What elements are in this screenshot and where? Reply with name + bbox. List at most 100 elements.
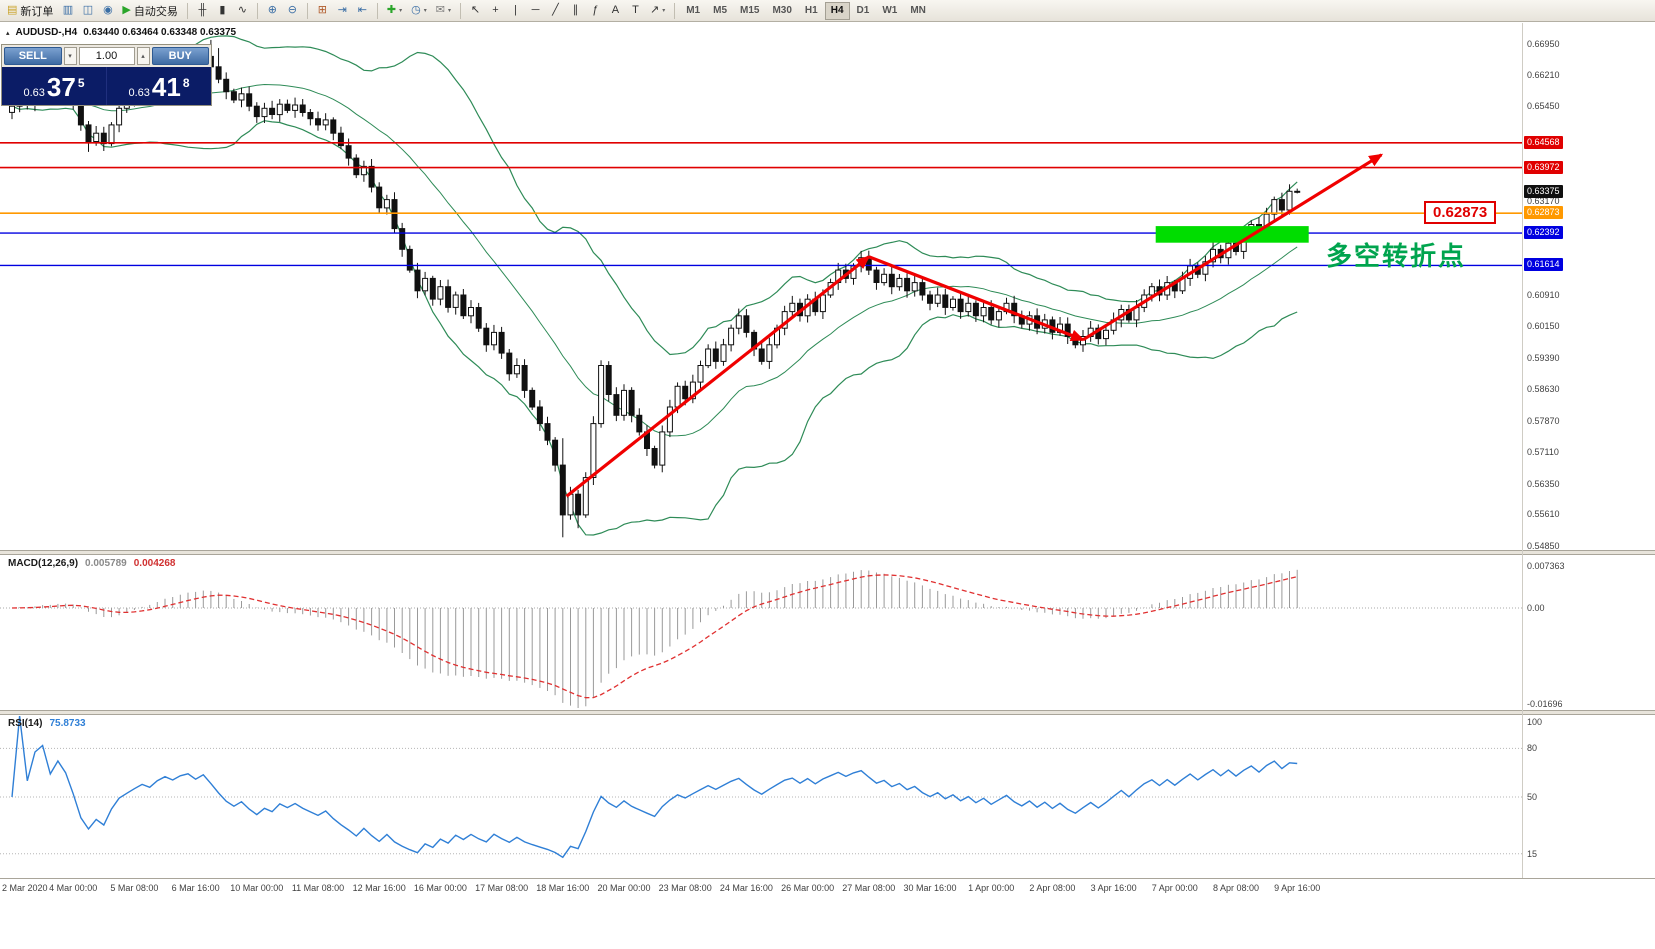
autotrading-icon: ▶ — [122, 4, 131, 16]
zoom-out-icon: ⊖ — [287, 4, 297, 16]
candles-layer — [9, 39, 1301, 538]
macd-title: MACD(12,26,9) 0.005789 0.004268 — [8, 558, 175, 569]
chart-symbol-icon: ▴ — [6, 29, 10, 37]
market-watch-icon: ▥ — [62, 4, 74, 16]
vertical-line-button[interactable]: | — [506, 1, 525, 20]
bollinger-upper-band — [11, 35, 1298, 356]
buy-button[interactable]: BUY — [151, 47, 209, 65]
auto-scroll-icon: ⇥ — [337, 4, 347, 16]
chart-title-ohlc: 0.63440 0.63464 0.63348 0.63375 — [83, 27, 237, 38]
chart-shift-icon: ⇤ — [357, 4, 367, 16]
text-icon: A — [611, 4, 620, 16]
fibonacci-button[interactable]: ƒ — [586, 1, 605, 20]
line-chart-button[interactable]: ∿ — [233, 1, 252, 20]
new-order-icon: ▤ — [7, 4, 18, 16]
macd-signal-line — [11, 574, 1298, 699]
toolbar-separator — [186, 2, 188, 19]
cursor-icon: ↖ — [470, 4, 481, 16]
cursor-button[interactable]: ↖ — [466, 1, 485, 20]
dropdown-arrow-icon: ▾ — [662, 8, 666, 14]
dropdown-arrow-icon: ▾ — [399, 8, 403, 14]
horizontal-line-button[interactable]: ─ — [526, 1, 545, 20]
label-icon: T — [632, 4, 639, 16]
chart-shift-button[interactable]: ⇤ — [353, 1, 372, 20]
periods-button[interactable]: ◷ ▾ — [407, 1, 431, 20]
one-click-trading-panel: SELL ▾ ▴ BUY 0.63 37 5 0.63 41 8 — [1, 44, 212, 106]
volume-increase-button[interactable]: ▴ — [136, 47, 150, 65]
auto-scroll-button[interactable]: ⇥ — [333, 1, 352, 20]
crosshair-icon: + — [492, 4, 499, 16]
price-flag[interactable]: 0.62873 — [1424, 201, 1497, 225]
navigator-button[interactable]: ◉ — [98, 1, 117, 20]
rsi-line — [11, 716, 1298, 859]
new-order-button[interactable]: ▤ 新订单 — [3, 1, 57, 20]
trend-arrow-3[interactable] — [1082, 153, 1384, 342]
trade-prices-row: 0.63 37 5 0.63 41 8 — [2, 67, 211, 105]
add-indicator-button[interactable]: ✚ ▾ — [383, 1, 406, 20]
trendline-button[interactable]: ╱ — [546, 1, 565, 20]
trendline-icon: ╱ — [552, 4, 559, 16]
bar-chart-icon: ╫ — [198, 4, 207, 16]
buy-price-big: 41 — [151, 72, 181, 102]
toolbar: ▤ 新订单 ▥ ◫ ◉ ▶ 自动交易 ╫ ▮ ∿ ⊕ ⊖ ⊞ ⇥ ⇤ ✚ ▾ ◷ ▾ ✉ ▾ ↖ + | ─ ╱ ∥ ƒ A T ↗ ▾ M1 M… — [0, 0, 1655, 22]
turning-point-annotation[interactable]: 多空转折点 — [1326, 241, 1467, 271]
buy-price[interactable]: 0.63 41 8 — [107, 67, 211, 105]
main-chart-layer — [0, 35, 1522, 538]
panel-splitter[interactable] — [0, 710, 1655, 715]
price-scale[interactable] — [1522, 22, 1655, 878]
volume-decrease-button[interactable]: ▾ — [63, 47, 77, 65]
market-watch-button[interactable]: ▥ — [58, 1, 77, 20]
channel-button[interactable]: ∥ — [566, 1, 585, 20]
macd-title-label: MACD(12,26,9) — [8, 558, 79, 569]
tile-windows-button[interactable]: ⊞ — [313, 1, 332, 20]
rsi-title: RSI(14) 75.8733 — [8, 718, 86, 729]
trend-arrow-1[interactable] — [565, 255, 871, 498]
trade-controls-row: SELL ▾ ▴ BUY — [2, 45, 211, 67]
text-button[interactable]: A — [606, 1, 625, 20]
autotrading-button-label: 自动交易 — [133, 5, 178, 18]
timeframe-mn-button[interactable]: MN — [910, 5, 926, 16]
time-axis[interactable] — [0, 879, 1522, 949]
zoom-out-button[interactable]: ⊖ — [283, 1, 302, 20]
toolbar-separator — [674, 2, 676, 19]
arrows-button[interactable]: ↗ ▾ — [646, 1, 669, 20]
crosshair-button[interactable]: + — [486, 1, 505, 20]
zoom-in-button[interactable]: ⊕ — [263, 1, 282, 20]
timeframe-w1-button[interactable]: W1 — [882, 5, 898, 16]
timeframe-m5-button[interactable]: M5 — [713, 5, 728, 16]
rsi-layer — [0, 716, 1522, 859]
data-window-icon: ◫ — [82, 4, 94, 16]
sell-button[interactable]: SELL — [4, 47, 62, 65]
autotrading-button[interactable]: ▶ 自动交易 — [118, 1, 181, 20]
bollinger-middle-band — [11, 83, 1298, 437]
timeframe-h4-button[interactable]: H4 — [824, 1, 850, 20]
sell-price[interactable]: 0.63 37 5 — [2, 67, 106, 105]
label-button[interactable]: T — [626, 1, 645, 20]
bar-chart-button[interactable]: ╫ — [193, 1, 212, 20]
dropdown-arrow-icon: ▾ — [447, 8, 451, 14]
breakout-zone-rectangle[interactable] — [1155, 226, 1309, 243]
timeframe-m15-button[interactable]: M15 — [740, 5, 760, 16]
price-divider — [106, 67, 107, 105]
macd-main-value: 0.005789 — [85, 558, 127, 569]
data-window-button[interactable]: ◫ — [78, 1, 97, 20]
timeframe-d1-button[interactable]: D1 — [856, 5, 870, 16]
timeframe-m30-button[interactable]: M30 — [772, 5, 792, 16]
horizontal-line-icon: ─ — [531, 4, 540, 16]
templates-button[interactable]: ✉ ▾ — [432, 1, 455, 20]
timeframe-m1-button[interactable]: M1 — [686, 5, 701, 16]
candlestick-chart-button[interactable]: ▮ — [213, 1, 232, 20]
zoom-in-icon: ⊕ — [267, 4, 277, 16]
navigator-icon: ◉ — [103, 4, 113, 16]
volume-input[interactable] — [78, 47, 135, 65]
bollinger-lower-band — [11, 105, 1298, 536]
timeframe-h1-button[interactable]: H1 — [804, 5, 818, 16]
macd-layer — [0, 569, 1522, 708]
arrows-icon: ↗ — [649, 4, 660, 16]
toolbar-separator — [376, 2, 378, 19]
trend-arrow-2[interactable] — [868, 255, 1085, 342]
toolbar-separator — [459, 2, 461, 19]
panel-splitter[interactable] — [0, 550, 1655, 555]
